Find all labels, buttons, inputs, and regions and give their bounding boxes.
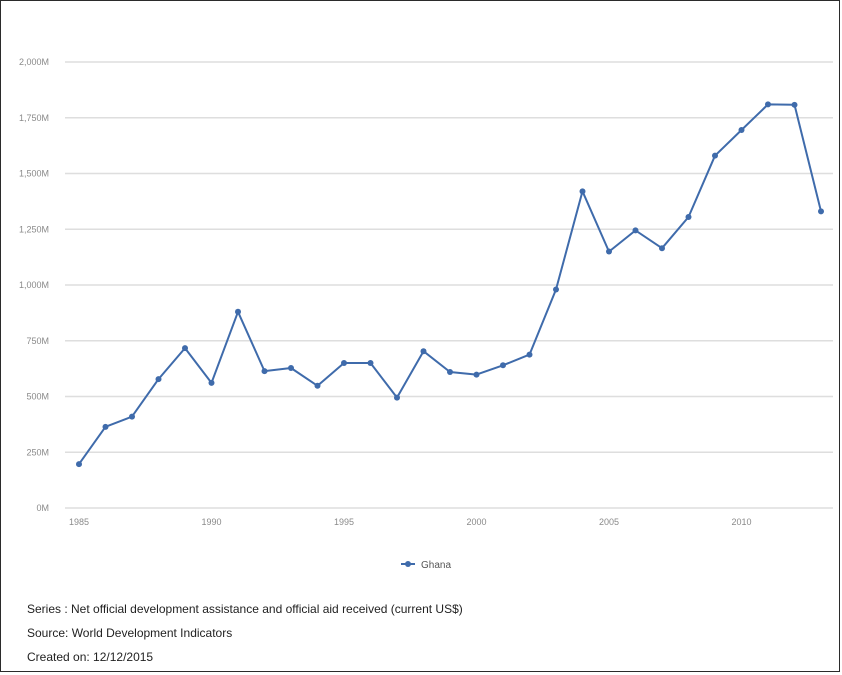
- data-point[interactable]: [685, 213, 692, 220]
- x-tick-label: 1985: [69, 517, 89, 527]
- data-point[interactable]: [420, 348, 427, 355]
- data-point[interactable]: [791, 101, 798, 108]
- line-chart: 0M 250M 500M 750M 1,000M 1,250M 1,500M 1,750M 2,…: [19, 57, 833, 571]
- data-point[interactable]: [314, 382, 321, 389]
- data-point[interactable]: [102, 423, 109, 430]
- data-point[interactable]: [738, 127, 745, 134]
- data-point[interactable]: [367, 360, 374, 367]
- data-point[interactable]: [288, 364, 294, 371]
- y-tick-label: 1,250M: [19, 224, 49, 234]
- data-point[interactable]: [129, 413, 135, 420]
- data-point[interactable]: [473, 371, 480, 378]
- data-point[interactable]: [579, 188, 586, 195]
- chart-footer: Series : Net official development assist…: [27, 597, 463, 669]
- legend-label: Ghana: [421, 560, 451, 571]
- series-description: Series : Net official development assist…: [27, 602, 463, 616]
- x-tick-label: 2010: [731, 517, 751, 527]
- data-point[interactable]: [606, 248, 612, 255]
- data-point[interactable]: [341, 360, 347, 367]
- x-tick-label: 2005: [599, 517, 619, 527]
- created-date: Created on: 12/12/2015: [27, 650, 154, 664]
- data-point[interactable]: [208, 379, 215, 386]
- data-point[interactable]: [447, 368, 453, 375]
- data-point[interactable]: [155, 376, 162, 383]
- series-ghana: [76, 101, 824, 468]
- data-point[interactable]: [712, 152, 718, 159]
- data-point[interactable]: [500, 362, 506, 369]
- data-point[interactable]: [553, 286, 559, 293]
- y-tick-label: 1,000M: [19, 280, 49, 290]
- data-point[interactable]: [632, 227, 639, 234]
- y-tick-label: 1,500M: [19, 169, 49, 179]
- legend-point-marker: [405, 561, 411, 567]
- data-point[interactable]: [261, 368, 268, 375]
- y-tick-label: 0M: [36, 503, 49, 513]
- data-point[interactable]: [818, 208, 824, 215]
- data-point[interactable]: [659, 245, 665, 252]
- y-tick-label: 250M: [26, 447, 49, 457]
- y-tick-label: 1,750M: [19, 113, 49, 123]
- y-tick-label: 750M: [26, 336, 49, 346]
- data-point[interactable]: [394, 394, 400, 401]
- data-point[interactable]: [526, 351, 533, 358]
- data-point[interactable]: [76, 461, 82, 468]
- x-tick-label: 1990: [201, 517, 221, 527]
- x-axis-ticks: 1985 1990 1995 2000 2005 2010: [69, 517, 752, 527]
- grid-lines: [65, 61, 833, 509]
- source-note: Source: World Development Indicators: [27, 626, 233, 640]
- data-point[interactable]: [235, 308, 241, 315]
- x-tick-label: 1995: [334, 517, 354, 527]
- legend[interactable]: Ghana: [401, 560, 451, 571]
- data-point[interactable]: [182, 345, 188, 352]
- data-point[interactable]: [765, 101, 771, 108]
- x-tick-label: 2000: [466, 517, 486, 527]
- y-tick-label: 2,000M: [19, 57, 49, 67]
- y-axis-ticks: 0M 250M 500M 750M 1,000M 1,250M 1,500M 1,750M 2,…: [19, 57, 49, 513]
- y-tick-label: 500M: [26, 392, 49, 402]
